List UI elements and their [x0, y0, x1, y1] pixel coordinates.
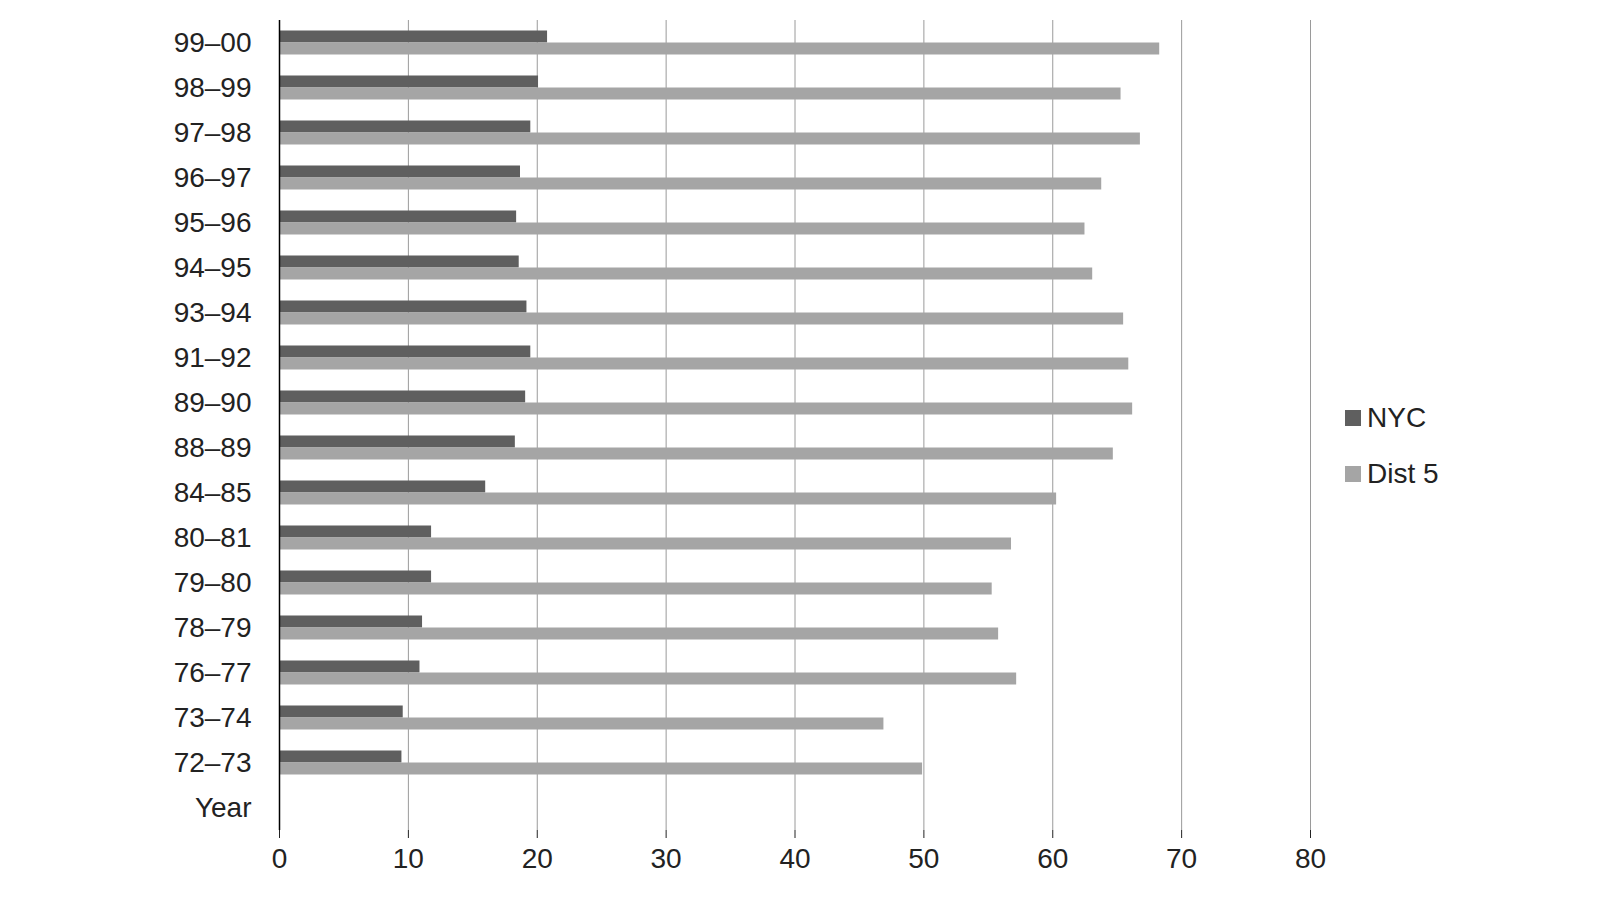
svg-text:20: 20 [522, 843, 553, 874]
svg-text:0: 0 [272, 843, 288, 874]
svg-text:78–79: 78–79 [174, 612, 252, 643]
svg-text:Year: Year [195, 792, 252, 823]
svg-text:95–96: 95–96 [174, 207, 252, 238]
svg-text:40: 40 [779, 843, 810, 874]
svg-text:30: 30 [651, 843, 682, 874]
svg-text:94–95: 94–95 [174, 252, 252, 283]
svg-text:76–77: 76–77 [174, 657, 252, 688]
svg-text:98–99: 98–99 [174, 72, 252, 103]
svg-text:70: 70 [1166, 843, 1197, 874]
svg-text:91–92: 91–92 [174, 342, 252, 373]
svg-text:10: 10 [393, 843, 424, 874]
svg-text:93–94: 93–94 [174, 297, 252, 328]
svg-text:89–90: 89–90 [174, 387, 252, 418]
svg-text:80–81: 80–81 [174, 522, 252, 553]
svg-text:80: 80 [1295, 843, 1326, 874]
svg-text:60: 60 [1037, 843, 1068, 874]
svg-text:96–97: 96–97 [174, 162, 252, 193]
svg-text:97–98: 97–98 [174, 117, 252, 148]
svg-text:99–00: 99–00 [174, 27, 252, 58]
svg-text:84–85: 84–85 [174, 477, 252, 508]
html-text:Dist 5: Dist 5 [1367, 458, 1439, 489]
svg-text:72–73: 72–73 [174, 747, 252, 778]
html-text:NYC: NYC [1367, 402, 1427, 433]
svg-text:73–74: 73–74 [174, 702, 252, 733]
svg-text:88–89: 88–89 [174, 432, 252, 463]
svg-text:79–80: 79–80 [174, 567, 252, 598]
svg-text:50: 50 [908, 843, 939, 874]
